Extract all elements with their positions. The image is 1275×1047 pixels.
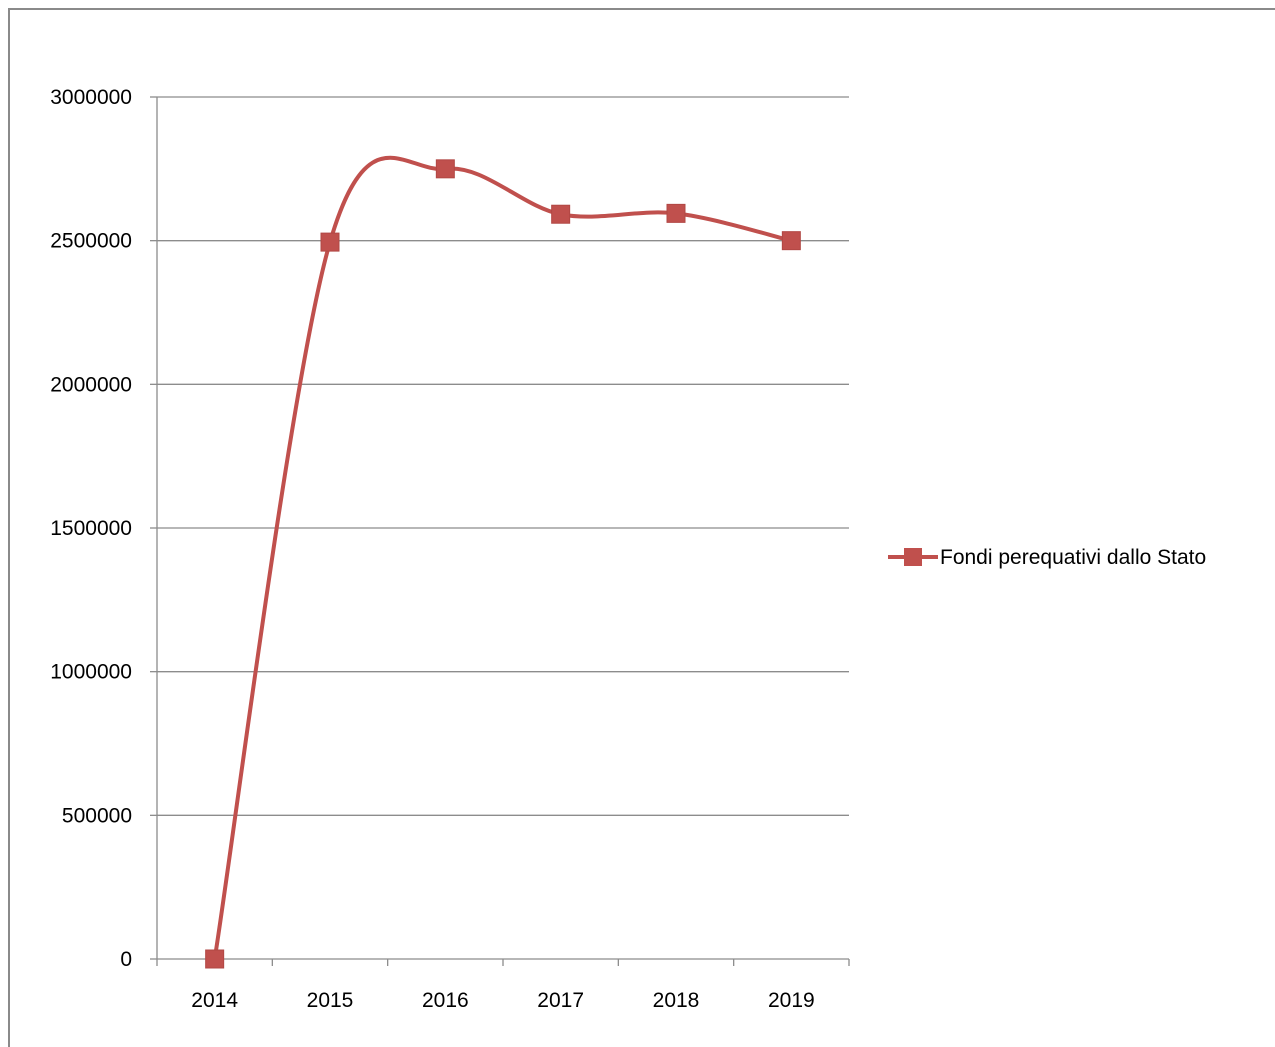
series-line: [212, 155, 794, 961]
legend-label: Fondi perequativi dallo Stato: [940, 546, 1206, 569]
data-point-2018: [666, 203, 686, 223]
x-tick-label: 2017: [537, 989, 584, 1012]
x-tick-label: 2015: [307, 989, 354, 1012]
data-point-2015: [320, 232, 340, 252]
gridlines: [157, 96, 849, 816]
data-point-2014: [205, 949, 225, 969]
x-tick-label: 2018: [653, 989, 700, 1012]
data-point-2019: [781, 231, 801, 251]
y-tick-label: 2000000: [50, 373, 132, 396]
y-tick-labels: 0 500000 1000000 1500000 2000000 2500000 30000…: [50, 86, 132, 971]
legend[interactable]: Fondi perequativi dallo Stato: [888, 546, 1206, 569]
data-point-2016: [435, 159, 455, 179]
y-tick-label: 1500000: [50, 517, 132, 540]
legend-marker: [904, 548, 922, 566]
y-tick-label: 3000000: [50, 86, 132, 109]
x-tick-label: 2019: [768, 989, 815, 1012]
x-tick-label: 2014: [191, 989, 238, 1012]
y-tick-label: 0: [120, 948, 132, 971]
y-tick-label: 1000000: [50, 661, 132, 684]
axes: [150, 96, 850, 966]
y-tick-label: 2500000: [50, 230, 132, 253]
series: [205, 155, 801, 969]
x-tick-labels: 2014 2015 2016 2017 2018 2019: [191, 989, 814, 1012]
x-tick-label: 2016: [422, 989, 469, 1012]
data-point-2017: [551, 204, 571, 224]
y-tick-label: 500000: [62, 804, 132, 827]
